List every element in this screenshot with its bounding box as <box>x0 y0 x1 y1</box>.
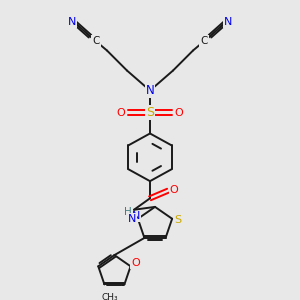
Text: S: S <box>146 106 154 119</box>
Text: O: O <box>131 258 140 268</box>
Text: C: C <box>200 36 208 46</box>
Text: N: N <box>68 17 76 27</box>
Text: N: N <box>146 84 154 97</box>
Text: C: C <box>92 36 100 46</box>
Text: N: N <box>132 212 140 221</box>
Text: N: N <box>128 214 136 224</box>
Text: O: O <box>117 107 125 118</box>
Text: O: O <box>175 107 183 118</box>
Text: O: O <box>169 185 178 195</box>
Text: CH₃: CH₃ <box>101 293 118 300</box>
Text: N: N <box>224 17 232 27</box>
Text: S: S <box>175 215 182 225</box>
Text: H: H <box>124 207 132 217</box>
